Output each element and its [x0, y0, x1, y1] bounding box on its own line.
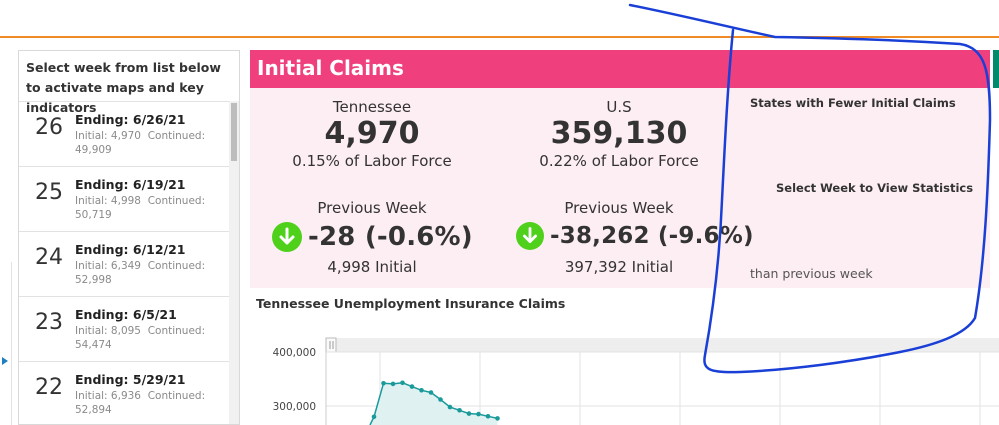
tennessee-change-row: -28 (-0.6%): [272, 222, 473, 252]
week-initial: Initial: 4,970: [75, 130, 141, 142]
week-continued: Continued: 52,894: [75, 390, 206, 416]
week-list-item[interactable]: 23 Ending: 6/5/21 Initial: 8,095 Continu…: [19, 297, 229, 362]
us-summary: U.S 359,130 0.22% of Labor Force: [514, 98, 724, 170]
data-point[interactable]: [381, 381, 386, 386]
week-ending-date: Ending: 5/29/21: [75, 372, 186, 387]
claims-area-fill: [370, 382, 498, 425]
header-divider: [0, 36, 999, 38]
week-continued: Continued: 54,474: [75, 325, 206, 351]
tennessee-previous-initial: 4,998 Initial: [327, 258, 417, 276]
than-previous-week-text: than previous week: [750, 266, 873, 281]
data-point[interactable]: [485, 414, 491, 419]
claims-chart: 400,000 300,000: [273, 337, 999, 425]
expand-arrow-icon[interactable]: [2, 357, 8, 365]
us-labor-force-pct: 0.22% of Labor Force: [539, 152, 699, 170]
data-point[interactable]: [409, 384, 415, 389]
tennessee-change-value: -28 (-0.6%): [308, 222, 473, 252]
week-continued: Continued: 52,998: [75, 260, 206, 286]
week-selection-panel: Select week from list below to activate …: [18, 50, 240, 425]
arrow-down-icon: [516, 222, 544, 250]
week-stats: Initial: 4,970 Continued: 49,909: [75, 129, 225, 157]
week-number: 25: [35, 180, 63, 205]
data-point[interactable]: [428, 390, 434, 395]
data-point[interactable]: [438, 397, 443, 402]
week-number: 24: [35, 245, 63, 270]
week-stats: Initial: 6,349 Continued: 52,998: [75, 259, 225, 287]
week-initial: Initial: 6,936: [75, 390, 141, 402]
left-map-panel-edge: [0, 262, 12, 425]
select-week-prompt: Select Week to View Statistics: [776, 181, 974, 195]
week-ending-date: Ending: 6/19/21: [75, 177, 186, 192]
us-previous-week-label: Previous Week: [564, 199, 674, 217]
chart-title: Tennessee Unemployment Insurance Claims: [256, 296, 566, 311]
range-handle[interactable]: [325, 337, 337, 353]
week-initial: Initial: 6,349: [75, 260, 141, 272]
arrow-down-icon: [272, 222, 302, 252]
us-initial-claims: 359,130: [550, 116, 688, 151]
week-ending-date: Ending: 6/26/21: [75, 112, 186, 127]
y-axis-labels: 400,000 300,000: [273, 347, 316, 413]
chart-points: [371, 380, 500, 421]
week-list-item[interactable]: 22 Ending: 5/29/21 Initial: 6,936 Contin…: [19, 362, 229, 424]
fewer-claims-title: States with Fewer Initial Claims: [750, 96, 956, 110]
us-change-row: -38,262 (-9.6%): [516, 222, 754, 250]
week-list-scrollbar[interactable]: [229, 101, 239, 424]
tennessee-label: Tennessee: [332, 98, 412, 116]
data-point[interactable]: [447, 404, 453, 410]
initial-claims-title: Initial Claims: [250, 50, 990, 88]
data-point[interactable]: [476, 411, 481, 417]
week-list-item[interactable]: 25 Ending: 6/19/21 Initial: 4,998 Contin…: [19, 167, 229, 232]
week-stats: Initial: 8,095 Continued: 54,474: [75, 324, 225, 352]
panel-edge-strip: [993, 50, 999, 88]
data-point[interactable]: [495, 416, 500, 421]
week-ending-date: Ending: 6/12/21: [75, 242, 186, 257]
scrollbar-thumb[interactable]: [231, 103, 237, 161]
us-previous-initial: 397,392 Initial: [564, 258, 674, 276]
y-tick-label: 300,000: [273, 401, 316, 413]
week-continued: Continued: 50,719: [75, 195, 206, 221]
week-list: 26 Ending: 6/26/21 Initial: 4,970 Contin…: [19, 101, 229, 424]
week-stats: Initial: 4,998 Continued: 50,719: [75, 194, 225, 222]
data-point[interactable]: [457, 408, 462, 413]
us-label: U.S: [606, 98, 632, 116]
y-tick-label: 400,000: [273, 347, 316, 359]
week-panel-header: Select week from list below to activate …: [26, 60, 221, 115]
data-point[interactable]: [390, 381, 396, 387]
week-stats: Initial: 6,936 Continued: 52,894: [75, 389, 225, 417]
us-change-value: -38,262 (-9.6%): [550, 223, 754, 249]
tennessee-labor-force-pct: 0.15% of Labor Force: [292, 152, 452, 170]
week-number: 26: [35, 115, 63, 140]
week-number: 22: [35, 375, 63, 400]
data-point[interactable]: [419, 388, 424, 393]
data-point[interactable]: [400, 380, 405, 386]
tennessee-summary: Tennessee 4,970 0.15% of Labor Force: [272, 98, 472, 170]
data-point[interactable]: [466, 411, 472, 416]
week-list-item[interactable]: 26 Ending: 6/26/21 Initial: 4,970 Contin…: [19, 102, 229, 167]
data-point[interactable]: [371, 414, 377, 420]
chart-range-selector[interactable]: [326, 338, 999, 352]
week-number: 23: [35, 310, 63, 335]
week-ending-date: Ending: 6/5/21: [75, 307, 177, 322]
week-continued: Continued: 49,909: [75, 130, 206, 156]
tennessee-initial-claims: 4,970: [324, 116, 420, 151]
week-list-item[interactable]: 24 Ending: 6/12/21 Initial: 6,349 Contin…: [19, 232, 229, 297]
tennessee-previous-week-label: Previous Week: [317, 199, 427, 217]
week-initial: Initial: 4,998: [75, 195, 141, 207]
week-initial: Initial: 8,095: [75, 325, 141, 337]
